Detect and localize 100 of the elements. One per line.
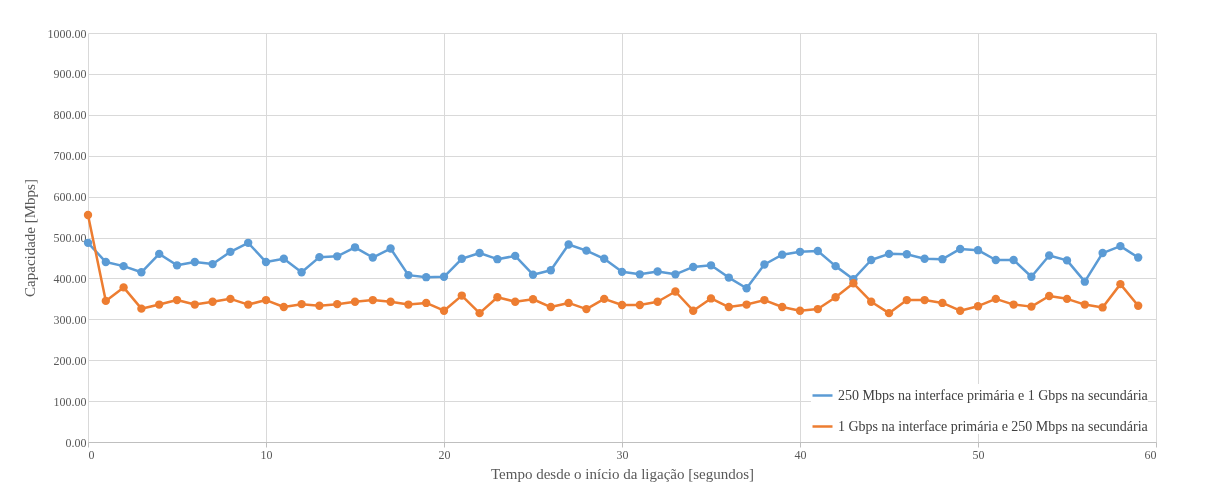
point [386, 244, 395, 253]
point [546, 302, 555, 312]
x-tick-label: 60 [1144, 447, 1157, 462]
point [208, 259, 217, 269]
point [956, 244, 965, 254]
point [689, 306, 698, 315]
point [137, 268, 146, 277]
point [884, 308, 894, 318]
point [867, 255, 876, 265]
point [778, 302, 787, 312]
point [1080, 300, 1089, 309]
point [902, 295, 911, 305]
point [724, 302, 733, 312]
point [244, 238, 253, 247]
point [208, 297, 217, 306]
point [546, 266, 555, 275]
point [938, 255, 947, 264]
point [742, 300, 751, 309]
point [831, 261, 840, 271]
point [244, 300, 253, 309]
point [849, 279, 858, 288]
point [333, 299, 342, 309]
point [368, 253, 377, 262]
point [920, 295, 929, 305]
x-tick-label: 20 [438, 447, 451, 462]
point [813, 304, 822, 314]
point [475, 248, 484, 258]
y-axis-title: Capacidade [Mbps] [21, 179, 38, 297]
point [279, 302, 288, 312]
point [653, 267, 662, 276]
point [439, 272, 449, 281]
point [635, 270, 644, 279]
point [190, 300, 199, 309]
point [706, 261, 716, 270]
point [172, 261, 182, 270]
point [155, 300, 164, 309]
point [1116, 241, 1125, 251]
point [119, 283, 128, 292]
point [973, 246, 983, 255]
point [582, 304, 591, 314]
point [511, 297, 520, 306]
point [564, 240, 573, 249]
point [172, 295, 182, 305]
point [528, 270, 538, 279]
point [1027, 302, 1036, 311]
point [493, 255, 502, 264]
point [1080, 277, 1089, 286]
point [101, 257, 110, 267]
point [920, 254, 929, 263]
point [1045, 251, 1054, 260]
point [973, 302, 983, 311]
y-tick-label: 100.00 [53, 394, 87, 409]
point [991, 294, 1000, 304]
point [724, 273, 733, 282]
point [457, 254, 466, 263]
point [617, 300, 627, 310]
point [368, 295, 377, 305]
point [706, 294, 716, 303]
point [778, 250, 787, 259]
x-tick-label: 50 [972, 447, 985, 462]
point [742, 284, 751, 293]
point [795, 306, 805, 315]
point [902, 250, 911, 259]
point [1062, 294, 1072, 304]
y-tick-label: 500.00 [53, 231, 87, 245]
point [457, 291, 466, 300]
point [315, 301, 324, 310]
point [297, 299, 306, 309]
x-tick-label: 0 [88, 447, 95, 462]
point [867, 297, 876, 306]
point [422, 298, 431, 308]
point [1098, 248, 1107, 258]
point [600, 254, 609, 263]
point [671, 287, 680, 296]
point [297, 268, 306, 277]
point [226, 294, 235, 304]
point [938, 298, 947, 308]
legend-label: 1 Gbps na interface primária e 250 Mbps na secundária [838, 418, 1149, 434]
point [350, 243, 360, 252]
x-tick-label: 40 [794, 447, 807, 462]
point [760, 295, 769, 305]
point [404, 300, 413, 309]
point [1045, 291, 1054, 301]
y-tick-label: 400.00 [53, 271, 87, 286]
point [884, 249, 894, 259]
point [386, 297, 395, 306]
point [1062, 256, 1072, 265]
point [1009, 300, 1018, 309]
point [511, 251, 520, 261]
point [795, 247, 805, 256]
point [689, 262, 698, 272]
point [582, 246, 591, 255]
point [333, 252, 342, 261]
point [635, 300, 644, 310]
point [1134, 253, 1143, 262]
point [1027, 272, 1036, 281]
y-tick-label: 1000.00 [47, 26, 87, 41]
point [226, 247, 235, 256]
y-tick-label: 0.00 [65, 435, 87, 450]
point [83, 210, 93, 220]
